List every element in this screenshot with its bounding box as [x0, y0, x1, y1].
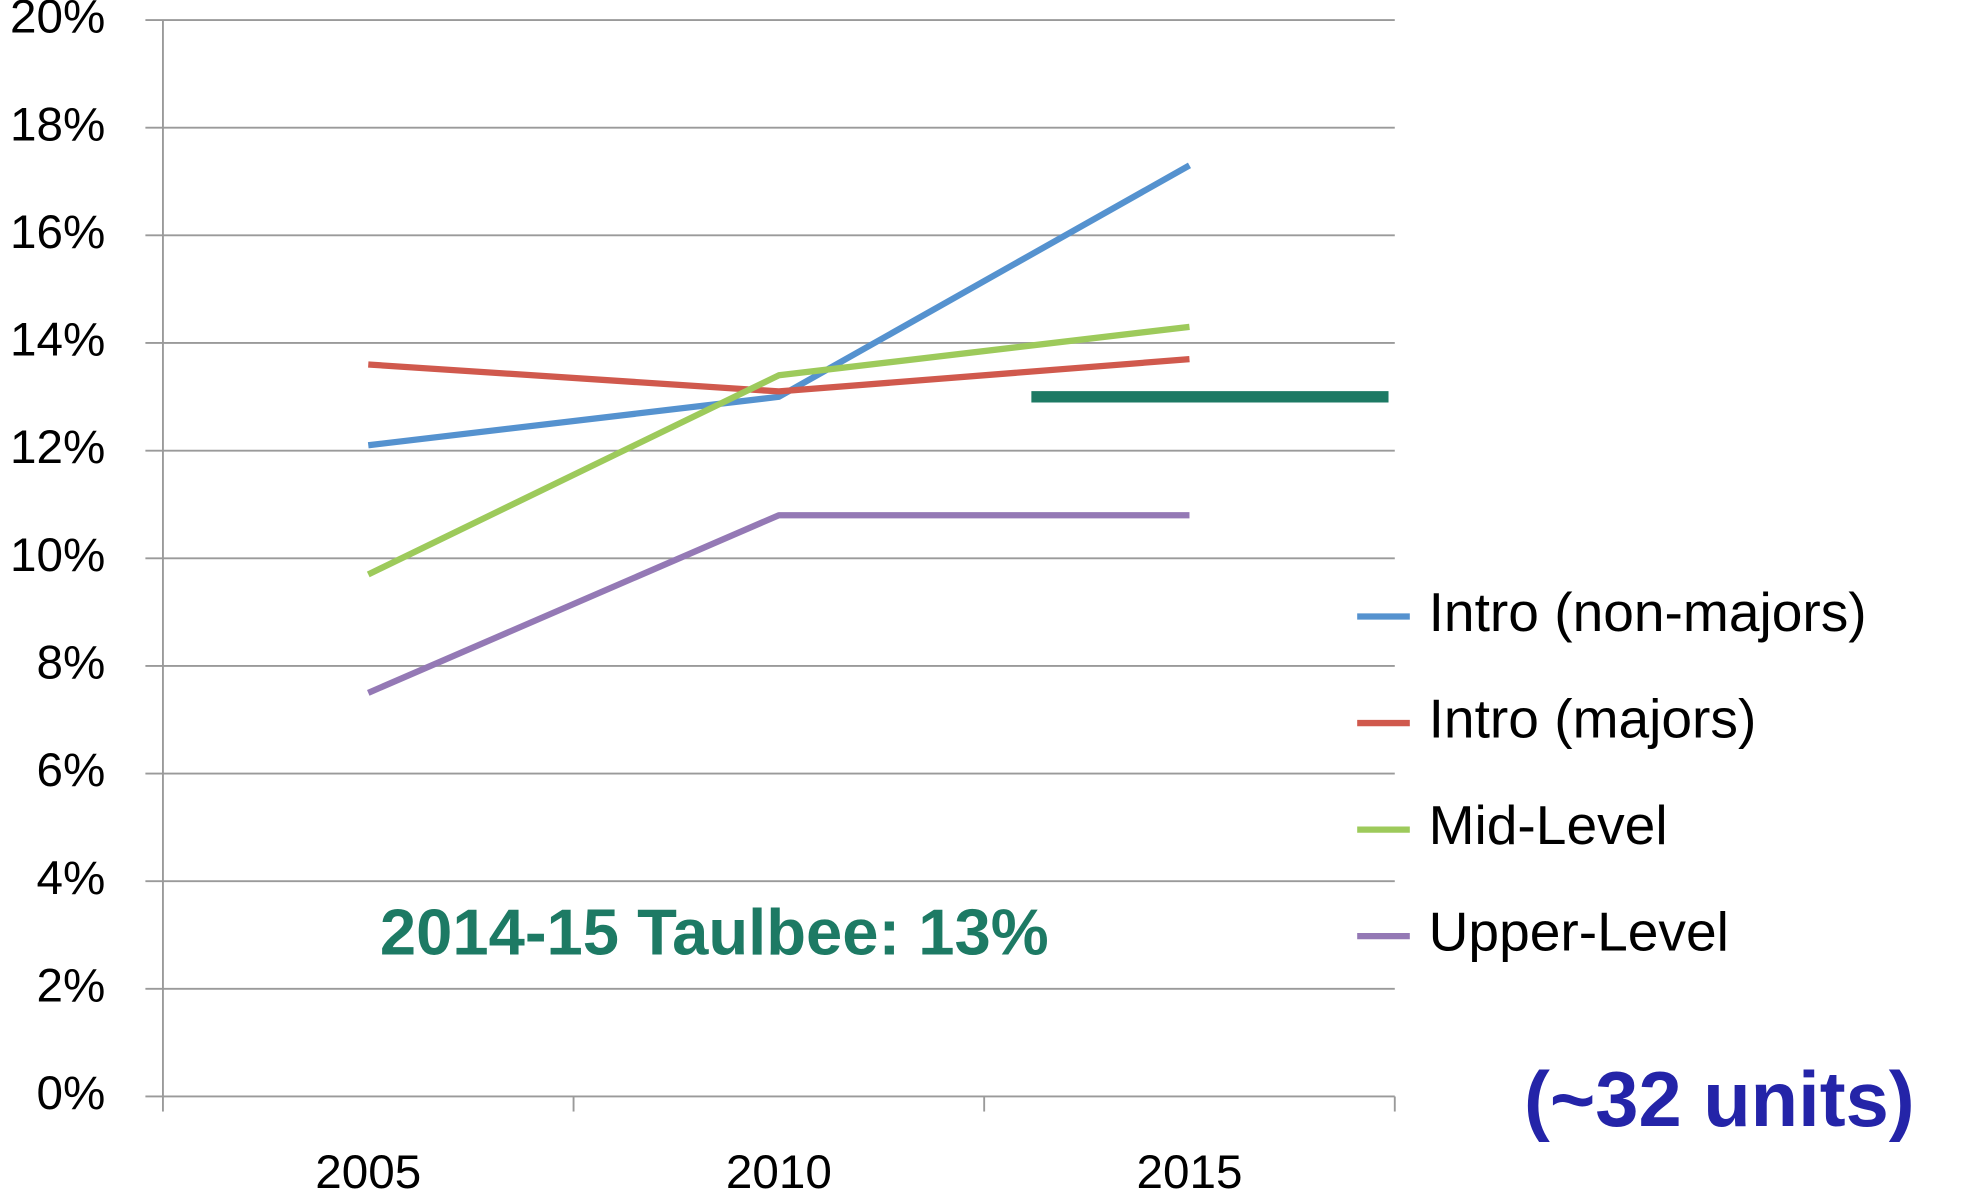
- y-tick-label: 10%: [10, 529, 105, 582]
- y-tick-label: 20%: [10, 0, 105, 44]
- line-series: [367, 512, 1190, 696]
- y-tick-label: 12%: [10, 421, 105, 474]
- legend-label: Upper-Level: [1429, 901, 1729, 963]
- y-tick-label: 6%: [36, 744, 105, 797]
- y-tick-label: 16%: [10, 206, 105, 259]
- line-series: [368, 356, 1190, 395]
- x-tick-label: 2010: [726, 1146, 832, 1198]
- x-tick-label: 2005: [315, 1146, 421, 1198]
- legend-label: Intro (majors): [1429, 688, 1757, 750]
- y-tick-label: 0%: [36, 1067, 105, 1120]
- line-series: [366, 323, 1190, 578]
- y-tick-label: 8%: [36, 636, 105, 689]
- y-tick-label: 4%: [36, 852, 105, 905]
- annotation: 2014-15 Taulbee: 13%: [380, 896, 1049, 969]
- annotation: (~32 units): [1524, 1057, 1915, 1143]
- x-tick-label: 2015: [1137, 1146, 1243, 1198]
- y-tick-label: 14%: [10, 314, 105, 367]
- y-tick-label: 2%: [36, 959, 105, 1012]
- y-tick-label: 18%: [10, 98, 105, 151]
- legend-label: Intro (non-majors): [1429, 581, 1867, 643]
- legend-label: Mid-Level: [1429, 794, 1668, 856]
- line-series: [367, 162, 1192, 449]
